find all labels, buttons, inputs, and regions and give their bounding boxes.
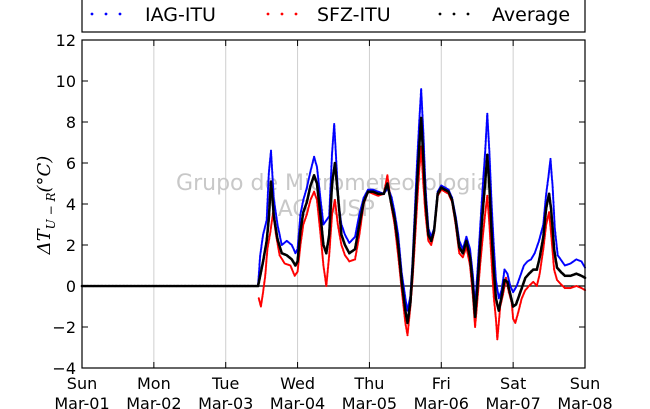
- legend: IAG-ITU SFZ-ITU Average: [81, 0, 586, 33]
- x-tick-weekday: Fri: [432, 374, 451, 393]
- legend-dot: [118, 12, 122, 16]
- legend-label: IAG-ITU: [145, 4, 216, 26]
- legend-label: SFZ-ITU: [317, 4, 391, 26]
- x-tick-weekday: Thu: [353, 374, 384, 393]
- x-tick-weekday: Wed: [280, 374, 315, 393]
- legend-dot: [466, 12, 470, 16]
- x-tick-weekday: Sun: [570, 374, 600, 393]
- y-tick-label: 4: [66, 195, 76, 214]
- x-tick-date: Mar-02: [126, 394, 181, 409]
- legend-dot: [438, 12, 442, 16]
- y-axis-label: ΔTU − R(°C): [34, 156, 58, 256]
- x-tick-date: Mar-01: [54, 394, 109, 409]
- y-tick-label: 8: [66, 113, 76, 132]
- y-tick-label: 12: [56, 31, 76, 50]
- x-tick-weekday: Sat: [500, 374, 526, 393]
- legend-marker-sfz-itu: [266, 12, 298, 16]
- x-tick-date: Mar-06: [414, 394, 469, 409]
- plot-area: Grupo de Micrometeorologia IAG - USP: [80, 39, 587, 369]
- y-tick-label: 6: [66, 154, 76, 173]
- y-tick-label: 0: [66, 277, 76, 296]
- x-tick-date: Mar-07: [485, 394, 540, 409]
- x-tick-weekday: Sun: [67, 374, 97, 393]
- legend-dot: [266, 12, 270, 16]
- x-tick-weekday: Tue: [211, 374, 239, 393]
- x-tick-date: Mar-04: [270, 394, 325, 409]
- legend-dot: [90, 12, 94, 16]
- x-axis: SunMar-01MonMar-02TueMar-03WedMar-04ThuM…: [54, 40, 613, 409]
- x-tick-date: Mar-03: [198, 394, 253, 409]
- x-tick-weekday: Mon: [137, 374, 171, 393]
- y-axis-label-text: ΔTU − R(°C): [34, 156, 58, 256]
- series-layer: [80, 88, 587, 341]
- series-average: [80, 116, 587, 325]
- y-tick-label: 2: [66, 236, 76, 255]
- legend-dot: [294, 12, 298, 16]
- y-tick-label: 10: [56, 72, 76, 91]
- legend-label: Average: [492, 4, 570, 26]
- legend-frame: [81, 0, 586, 33]
- legend-marker-iag-itu: [90, 12, 122, 16]
- legend-marker-average: [438, 12, 470, 16]
- y-axis: −4 −2 0 2 4 6 8 10 12: [52, 31, 585, 378]
- gridlines: [153, 40, 514, 368]
- y-tick-label: −2: [52, 318, 76, 337]
- legend-dot: [104, 12, 108, 16]
- legend-dot: [280, 12, 284, 16]
- x-tick-date: Mar-08: [557, 394, 612, 409]
- legend-dot: [452, 12, 456, 16]
- y-tick-label: −4: [52, 359, 76, 378]
- x-tick-date: Mar-05: [342, 394, 397, 409]
